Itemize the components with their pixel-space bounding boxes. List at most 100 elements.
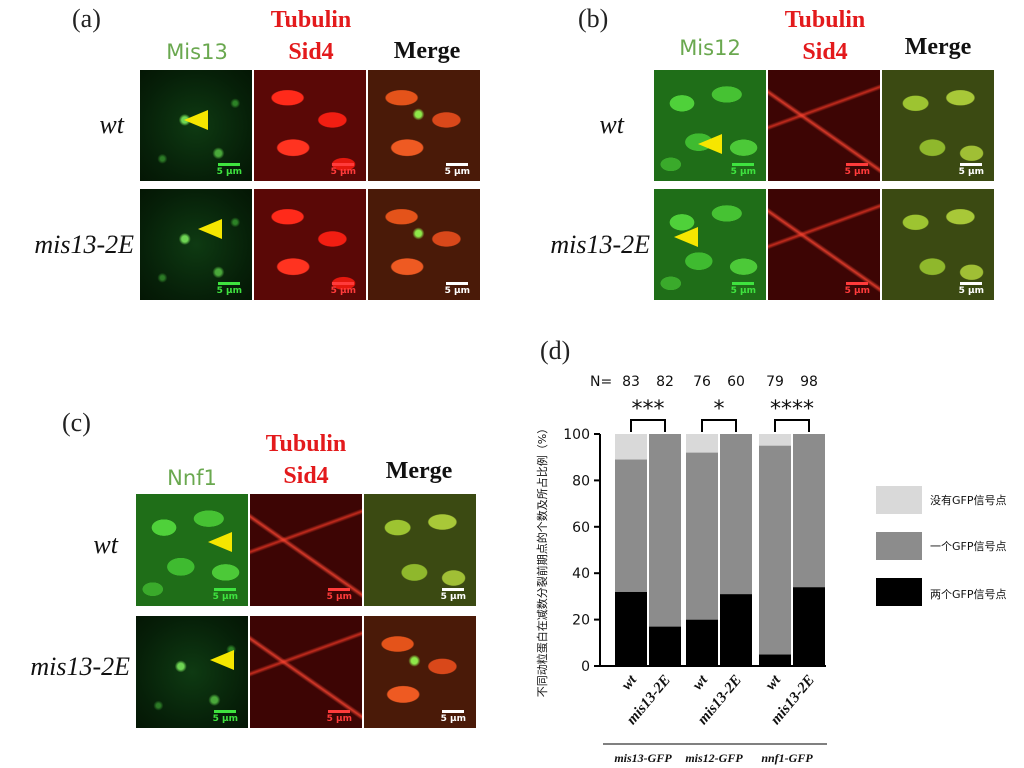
panel-b-merge-mutant-image: 5 μm <box>882 189 994 300</box>
significance-bracket <box>701 419 737 432</box>
arrowhead-icon <box>210 650 234 670</box>
panel-a-label: (a) <box>72 4 101 33</box>
y-tick-label: 0 <box>581 659 590 675</box>
panel-a-tubulin-mutant-image: 5 μm <box>254 189 366 300</box>
panel-c-red-header: Tubulin Sid4 <box>250 428 362 492</box>
bar-segment <box>615 591 647 666</box>
bar-segment <box>720 434 752 595</box>
panel-a-red-header: Tubulin Sid4 <box>254 4 368 68</box>
x-tick-label: wt <box>690 672 712 694</box>
panel-c-nnf1-mutant-image: 5 μm <box>136 616 248 728</box>
bar-segment <box>686 619 718 666</box>
y-axis-label: 不同动粒蛋白在减数分裂前期点的个数及所占比例（%） <box>535 423 549 697</box>
panel-c-row2-label: mis13-2E <box>30 652 130 681</box>
arrowhead-icon <box>184 110 208 130</box>
n-value: 83 <box>622 374 640 390</box>
y-tick-label: 40 <box>572 566 590 582</box>
panel-a-mis13-mutant-image: 5 μm <box>140 189 252 300</box>
bar-segment <box>615 434 647 460</box>
panel-a-row2-label: mis13-2E <box>34 230 134 259</box>
bar-segment <box>615 459 647 592</box>
significance-bracket <box>774 419 810 432</box>
legend-label-one: 一个GFP信号点 <box>930 540 1007 553</box>
panel-b-tubulin-wt-image: 5 μm <box>768 70 880 181</box>
panel-b-mis12-wt-image: 5 μm <box>654 70 766 181</box>
bar-segment <box>793 434 825 588</box>
panel-b-green-header: Mis12 <box>679 36 741 60</box>
panel-a-green-header: Mis13 <box>166 40 228 64</box>
arrowhead-icon <box>674 227 698 247</box>
panel-b-tubulin-mutant-image: 5 μm <box>768 189 880 300</box>
n-value: 79 <box>766 374 784 390</box>
arrowhead-icon <box>698 134 722 154</box>
n-value: 98 <box>800 374 818 390</box>
scale-bar: 5 μm <box>441 710 466 724</box>
scale-bar: 5 μm <box>845 163 870 177</box>
significance-stars: * <box>714 397 725 422</box>
scale-bar: 5 μm <box>213 710 238 724</box>
bar-segment <box>686 434 718 453</box>
panel-c-label: (c) <box>62 408 91 437</box>
group-label: mis13-GFP <box>614 751 672 765</box>
group-label: nnf1-GFP <box>761 751 813 765</box>
scale-bar: 5 μm <box>959 282 984 296</box>
panel-c-tubulin-wt-image: 5 μm <box>250 494 362 606</box>
panel-c-merge-wt-image: 5 μm <box>364 494 476 606</box>
legend-swatch-two <box>876 578 922 606</box>
panel-a-merge-wt-image: 5 μm <box>368 70 480 181</box>
arrowhead-icon <box>198 219 222 239</box>
scale-bar: 5 μm <box>327 710 352 724</box>
panel-b-red-header-line1: Tubulin <box>784 7 866 33</box>
scale-bar: 5 μm <box>445 163 470 177</box>
panel-a-mis13-wt-image: 5 μm <box>140 70 252 181</box>
panel-b-label: (b) <box>578 4 609 33</box>
panel-c-nnf1-wt-image: 5 μm <box>136 494 248 606</box>
bar-segment <box>759 445 791 655</box>
panel-a-row1-label: wt <box>99 110 124 139</box>
y-tick-label: 20 <box>572 613 590 629</box>
bar-segment <box>759 654 791 666</box>
panel-a-merge-mutant-image: 5 μm <box>368 189 480 300</box>
legend-label-none: 没有GFP信号点 <box>930 494 1007 507</box>
n-value: 76 <box>693 374 711 390</box>
panel-c-red-header-line2: Sid4 <box>283 463 329 489</box>
panel-b-merge-header: Merge <box>904 34 972 60</box>
panel-b-row2-label: mis13-2E <box>550 230 650 259</box>
arrowhead-icon <box>208 532 232 552</box>
scale-bar: 5 μm <box>445 282 470 296</box>
panel-c-tubulin-mutant-image: 5 μm <box>250 616 362 728</box>
panel-a-red-header-line2: Sid4 <box>288 39 334 65</box>
panel-a-red-header-line1: Tubulin <box>270 7 352 33</box>
panel-b-row1-label: wt <box>599 110 624 139</box>
scale-bar: 5 μm <box>959 163 984 177</box>
panel-c-red-header-line1: Tubulin <box>265 431 347 457</box>
y-tick-label: 100 <box>563 427 590 443</box>
significance-stars: **** <box>770 397 814 422</box>
scale-bar: 5 μm <box>731 163 756 177</box>
panel-a-merge-header: Merge <box>393 38 461 64</box>
panel-c-merge-header: Merge <box>385 458 453 484</box>
panel-d-label: (d) <box>540 336 571 365</box>
bar-segment <box>793 587 825 666</box>
y-tick-label: 60 <box>572 520 590 536</box>
scale-bar: 5 μm <box>217 282 242 296</box>
scale-bar: 5 μm <box>217 163 242 177</box>
scale-bar: 5 μm <box>331 282 356 296</box>
x-tick-label: wt <box>619 672 641 694</box>
scale-bar: 5 μm <box>327 588 352 602</box>
panel-b-mis12-mutant-image: 5 μm <box>654 189 766 300</box>
panel-c-merge-mutant-image: 5 μm <box>364 616 476 728</box>
scale-bar: 5 μm <box>331 163 356 177</box>
scale-bar: 5 μm <box>731 282 756 296</box>
legend-label-two: 两个GFP信号点 <box>930 588 1007 601</box>
significance-bracket <box>630 419 666 432</box>
x-tick-label: wt <box>763 672 785 694</box>
n-value: 82 <box>656 374 674 390</box>
n-value: 60 <box>727 374 745 390</box>
bar-segment <box>720 594 752 666</box>
panel-c-green-header: Nnf1 <box>167 466 217 490</box>
scale-bar: 5 μm <box>213 588 238 602</box>
bar-segment <box>759 434 791 446</box>
scale-bar: 5 μm <box>441 588 466 602</box>
